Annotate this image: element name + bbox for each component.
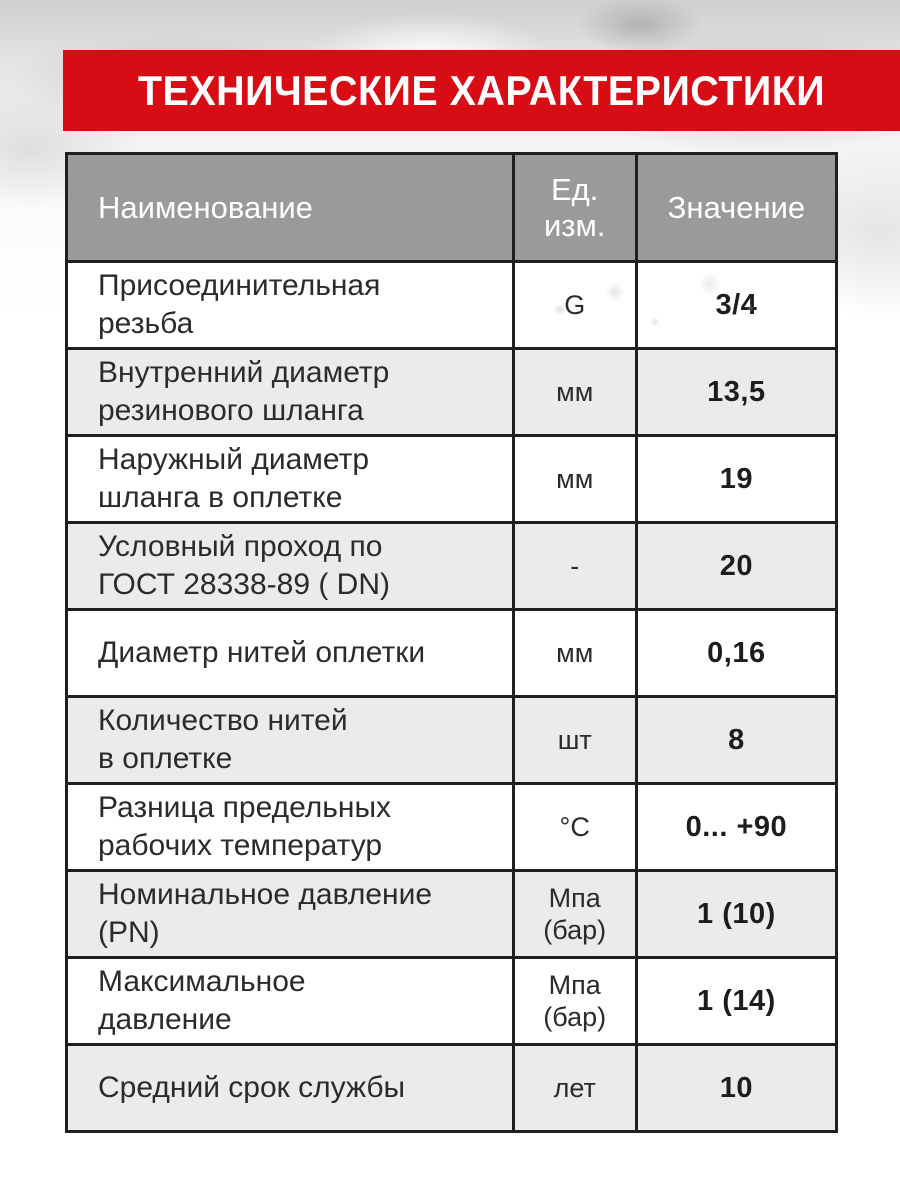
row-name: Диаметр нитей оплетки [65,608,515,698]
row-name: Условный проход по ГОСТ 28338-89 ( DN) [65,521,515,611]
row-value: 0,16 [634,608,839,698]
row-unit: Мпа (бар) [511,869,638,959]
row-value: 13,5 [634,347,839,437]
row-unit: - [511,521,638,611]
row-value: 1 (10) [634,869,839,959]
table-row: Условный проход по ГОСТ 28338-89 ( DN) -… [65,521,839,611]
table-row: Разница предельных рабочих температур °C… [65,782,839,872]
row-value: 0... +90 [634,782,839,872]
row-unit: Мпа (бар) [511,956,638,1046]
row-name: Количество нитей в оплетке [65,695,515,785]
table-row: Присоединительная резьба G 3/4 [65,260,839,350]
row-value: 8 [634,695,839,785]
table-header-row: Наименование Ед. изм. Значение [65,152,839,263]
table-row: Количество нитей в оплетке шт 8 [65,695,839,785]
row-name: Наружный диаметр шланга в оплетке [65,434,515,524]
title-banner: ТЕХНИЧЕСКИЕ ХАРАКТЕРИСТИКИ [63,50,900,131]
row-unit: лет [511,1043,638,1133]
row-unit: мм [511,608,638,698]
row-name: Средний срок службы [65,1043,515,1133]
specs-table: Наименование Ед. изм. Значение Присоедин… [65,152,839,1133]
row-value: 19 [634,434,839,524]
table-row: Внутренний диаметр резинового шланга мм … [65,347,839,437]
row-name: Номинальное давление (PN) [65,869,515,959]
table-row: Максимальное давление Мпа (бар) 1 (14) [65,956,839,1046]
column-header-value: Значение [634,152,839,263]
table-row: Наружный диаметр шланга в оплетке мм 19 [65,434,839,524]
row-name: Максимальное давление [65,956,515,1046]
row-unit: шт [511,695,638,785]
page-title: ТЕХНИЧЕСКИЕ ХАРАКТЕРИСТИКИ [137,66,826,114]
row-value: 10 [634,1043,839,1133]
table-row: Диаметр нитей оплетки мм 0,16 [65,608,839,698]
row-name: Внутренний диаметр резинового шланга [65,347,515,437]
column-header-name: Наименование [65,152,515,263]
row-value: 1 (14) [634,956,839,1046]
column-header-unit: Ед. изм. [511,152,638,263]
row-name: Разница предельных рабочих температур [65,782,515,872]
specs-table-container: Наименование Ед. изм. Значение Присоедин… [65,152,839,1133]
row-unit: G [511,260,638,350]
row-unit: мм [511,434,638,524]
row-unit: мм [511,347,638,437]
table-row: Номинальное давление (PN) Мпа (бар) 1 (1… [65,869,839,959]
row-value: 3/4 [634,260,839,350]
row-unit: °C [511,782,638,872]
table-row: Средний срок службы лет 10 [65,1043,839,1133]
row-value: 20 [634,521,839,611]
row-name: Присоединительная резьба [65,260,515,350]
